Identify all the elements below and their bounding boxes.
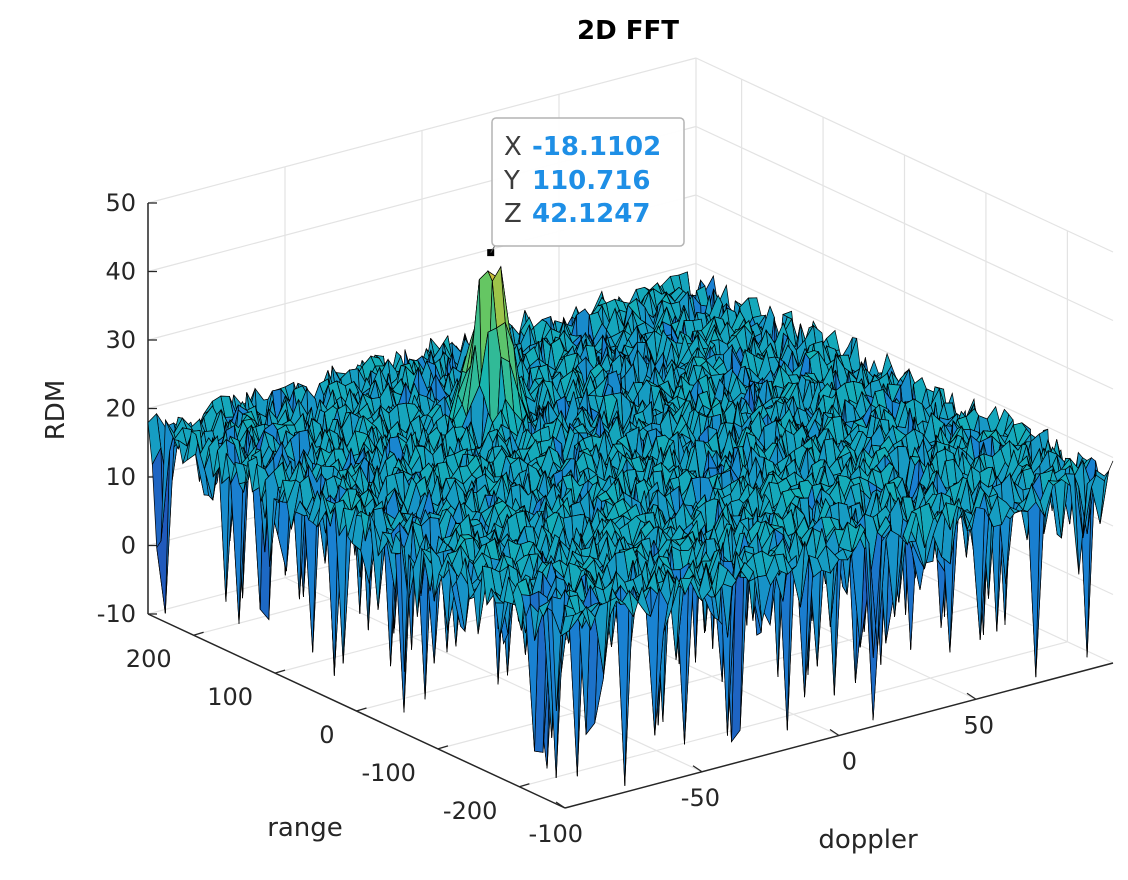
x-tick-mark bbox=[829, 728, 840, 737]
grid-line bbox=[147, 57, 697, 204]
surface-mesh bbox=[147, 249, 1114, 786]
grid-line bbox=[695, 125, 1114, 322]
y-tick-mark bbox=[193, 631, 204, 636]
grid-line bbox=[695, 194, 1114, 390]
x-tick-mark bbox=[966, 692, 977, 700]
grid-line bbox=[147, 262, 697, 410]
y-tick-mark bbox=[519, 783, 530, 788]
x-tick-mark bbox=[555, 801, 566, 809]
y-tick-mark bbox=[437, 745, 449, 750]
grid-line bbox=[695, 262, 1114, 459]
y-tick-mark bbox=[274, 669, 286, 674]
x-tick-mark bbox=[692, 765, 703, 773]
grid-line bbox=[519, 641, 1068, 788]
grid-line bbox=[437, 603, 987, 750]
y-tick-mark bbox=[356, 707, 367, 712]
grid-line bbox=[695, 57, 1114, 253]
